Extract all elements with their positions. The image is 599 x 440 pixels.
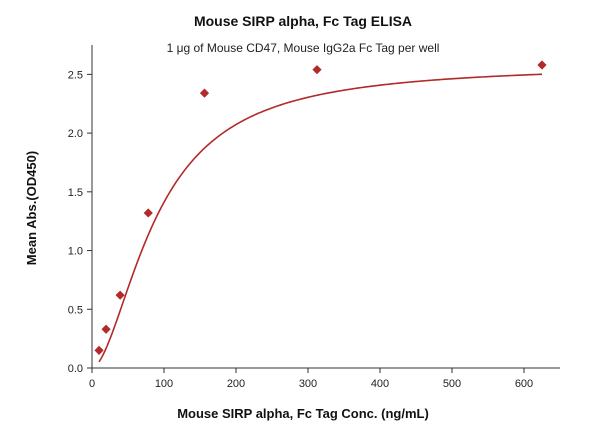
data-point (115, 290, 125, 300)
x-tick-label: 500 (443, 378, 461, 390)
y-tick-label: 2.0 (68, 128, 83, 140)
data-point (312, 65, 322, 75)
x-axis-ticks: 0 100 200 300 400 500 600 (89, 368, 533, 390)
y-tick-label: 1.5 (68, 187, 83, 199)
x-tick-label: 100 (155, 378, 173, 390)
data-point (537, 60, 547, 70)
x-tick-label: 0 (89, 378, 95, 390)
y-tick-label: 2.5 (68, 69, 83, 81)
chart-subtitle: 1 μg of Mouse CD47, Mouse IgG2a Fc Tag p… (167, 41, 440, 55)
fit-curve (98, 73, 543, 363)
data-point (94, 345, 104, 355)
x-tick-label: 600 (515, 378, 533, 390)
x-axis-label: Mouse SIRP alpha, Fc Tag Conc. (ng/mL) (177, 406, 429, 421)
y-tick-label: 1.0 (68, 246, 83, 258)
chart-title: Mouse SIRP alpha, Fc Tag ELISA (194, 13, 412, 29)
y-tick-label: 0.5 (68, 304, 83, 316)
data-point (101, 324, 111, 334)
x-tick-label: 400 (371, 378, 389, 390)
data-point (199, 88, 210, 98)
data-points (94, 60, 547, 355)
y-axis-ticks: 0.0 0.5 1.0 1.5 2.0 2.5 (68, 69, 92, 375)
data-point (143, 208, 153, 218)
x-tick-label: 200 (227, 378, 245, 390)
y-axis-label: Mean Abs.(OD450) (24, 151, 39, 265)
y-tick-label: 0.0 (68, 363, 83, 375)
x-tick-label: 300 (299, 378, 317, 390)
